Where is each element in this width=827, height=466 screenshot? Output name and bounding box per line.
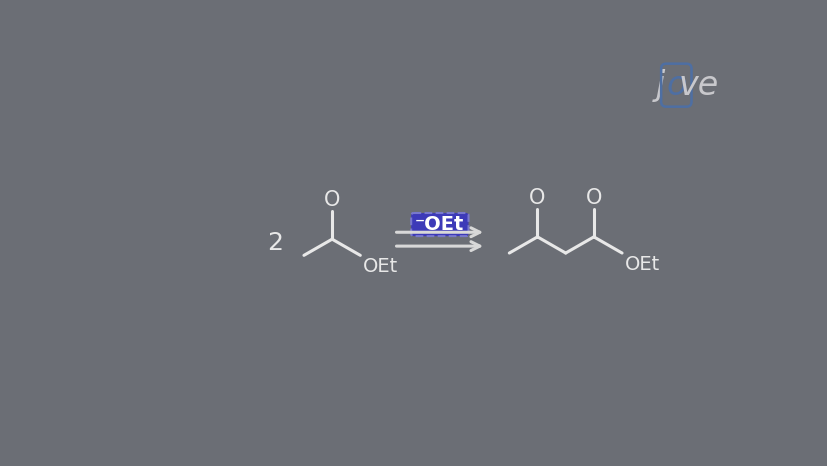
- Text: O: O: [323, 190, 340, 210]
- FancyBboxPatch shape: [411, 213, 468, 236]
- Text: ve: ve: [678, 69, 718, 102]
- Text: OEt: OEt: [362, 257, 398, 276]
- Text: O: O: [528, 188, 545, 208]
- Text: j: j: [654, 69, 664, 102]
- Text: o: o: [666, 69, 686, 102]
- Text: ⁻OEt: ⁻OEt: [414, 215, 464, 234]
- Text: 2: 2: [267, 231, 283, 255]
- Text: O: O: [585, 188, 601, 208]
- Text: OEt: OEt: [624, 254, 659, 274]
